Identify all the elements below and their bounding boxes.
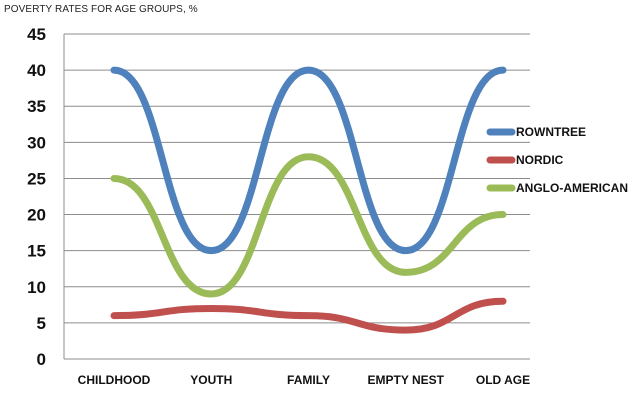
y-tick-label: 5	[37, 314, 46, 333]
y-tick-label: 45	[27, 25, 46, 44]
series-lines	[110, 66, 507, 334]
x-tick-label: OLD AGE	[476, 373, 530, 387]
series-line-anglo-american	[110, 153, 507, 298]
legend: ROWNTREE NORDIC ANGLO-AMERICAN	[486, 125, 628, 195]
legend-label-rowntree: ROWNTREE	[516, 125, 586, 139]
x-tick-label: FAMILY	[287, 373, 330, 387]
legend-label-anglo-american: ANGLO-AMERICAN	[516, 181, 628, 195]
y-tick-label: 40	[27, 61, 46, 80]
y-tick-label: 35	[27, 97, 46, 116]
y-tick-label: 15	[27, 242, 46, 261]
x-tick-label: YOUTH	[190, 373, 232, 387]
chart-title: POVERTY RATES FOR AGE GROUPS, %	[4, 4, 198, 15]
y-tick-label: 0	[37, 350, 46, 369]
y-tick-label: 10	[27, 278, 46, 297]
y-tick-label: 25	[27, 169, 46, 188]
y-tick-label: 20	[27, 206, 46, 225]
axes	[63, 34, 530, 360]
tick-labels: 0 5 10 15 20 25 30 35 40 45 CHILDHOOD YOUTH FAMILY EM…	[27, 25, 530, 387]
x-tick-label: EMPTY NEST	[368, 373, 445, 387]
x-tick-label: CHILDHOOD	[78, 373, 151, 387]
legend-label-nordic: NORDIC	[516, 153, 564, 167]
series-line-rowntree	[110, 66, 507, 255]
series-line-nordic	[110, 297, 507, 334]
y-tick-label: 30	[27, 133, 46, 152]
